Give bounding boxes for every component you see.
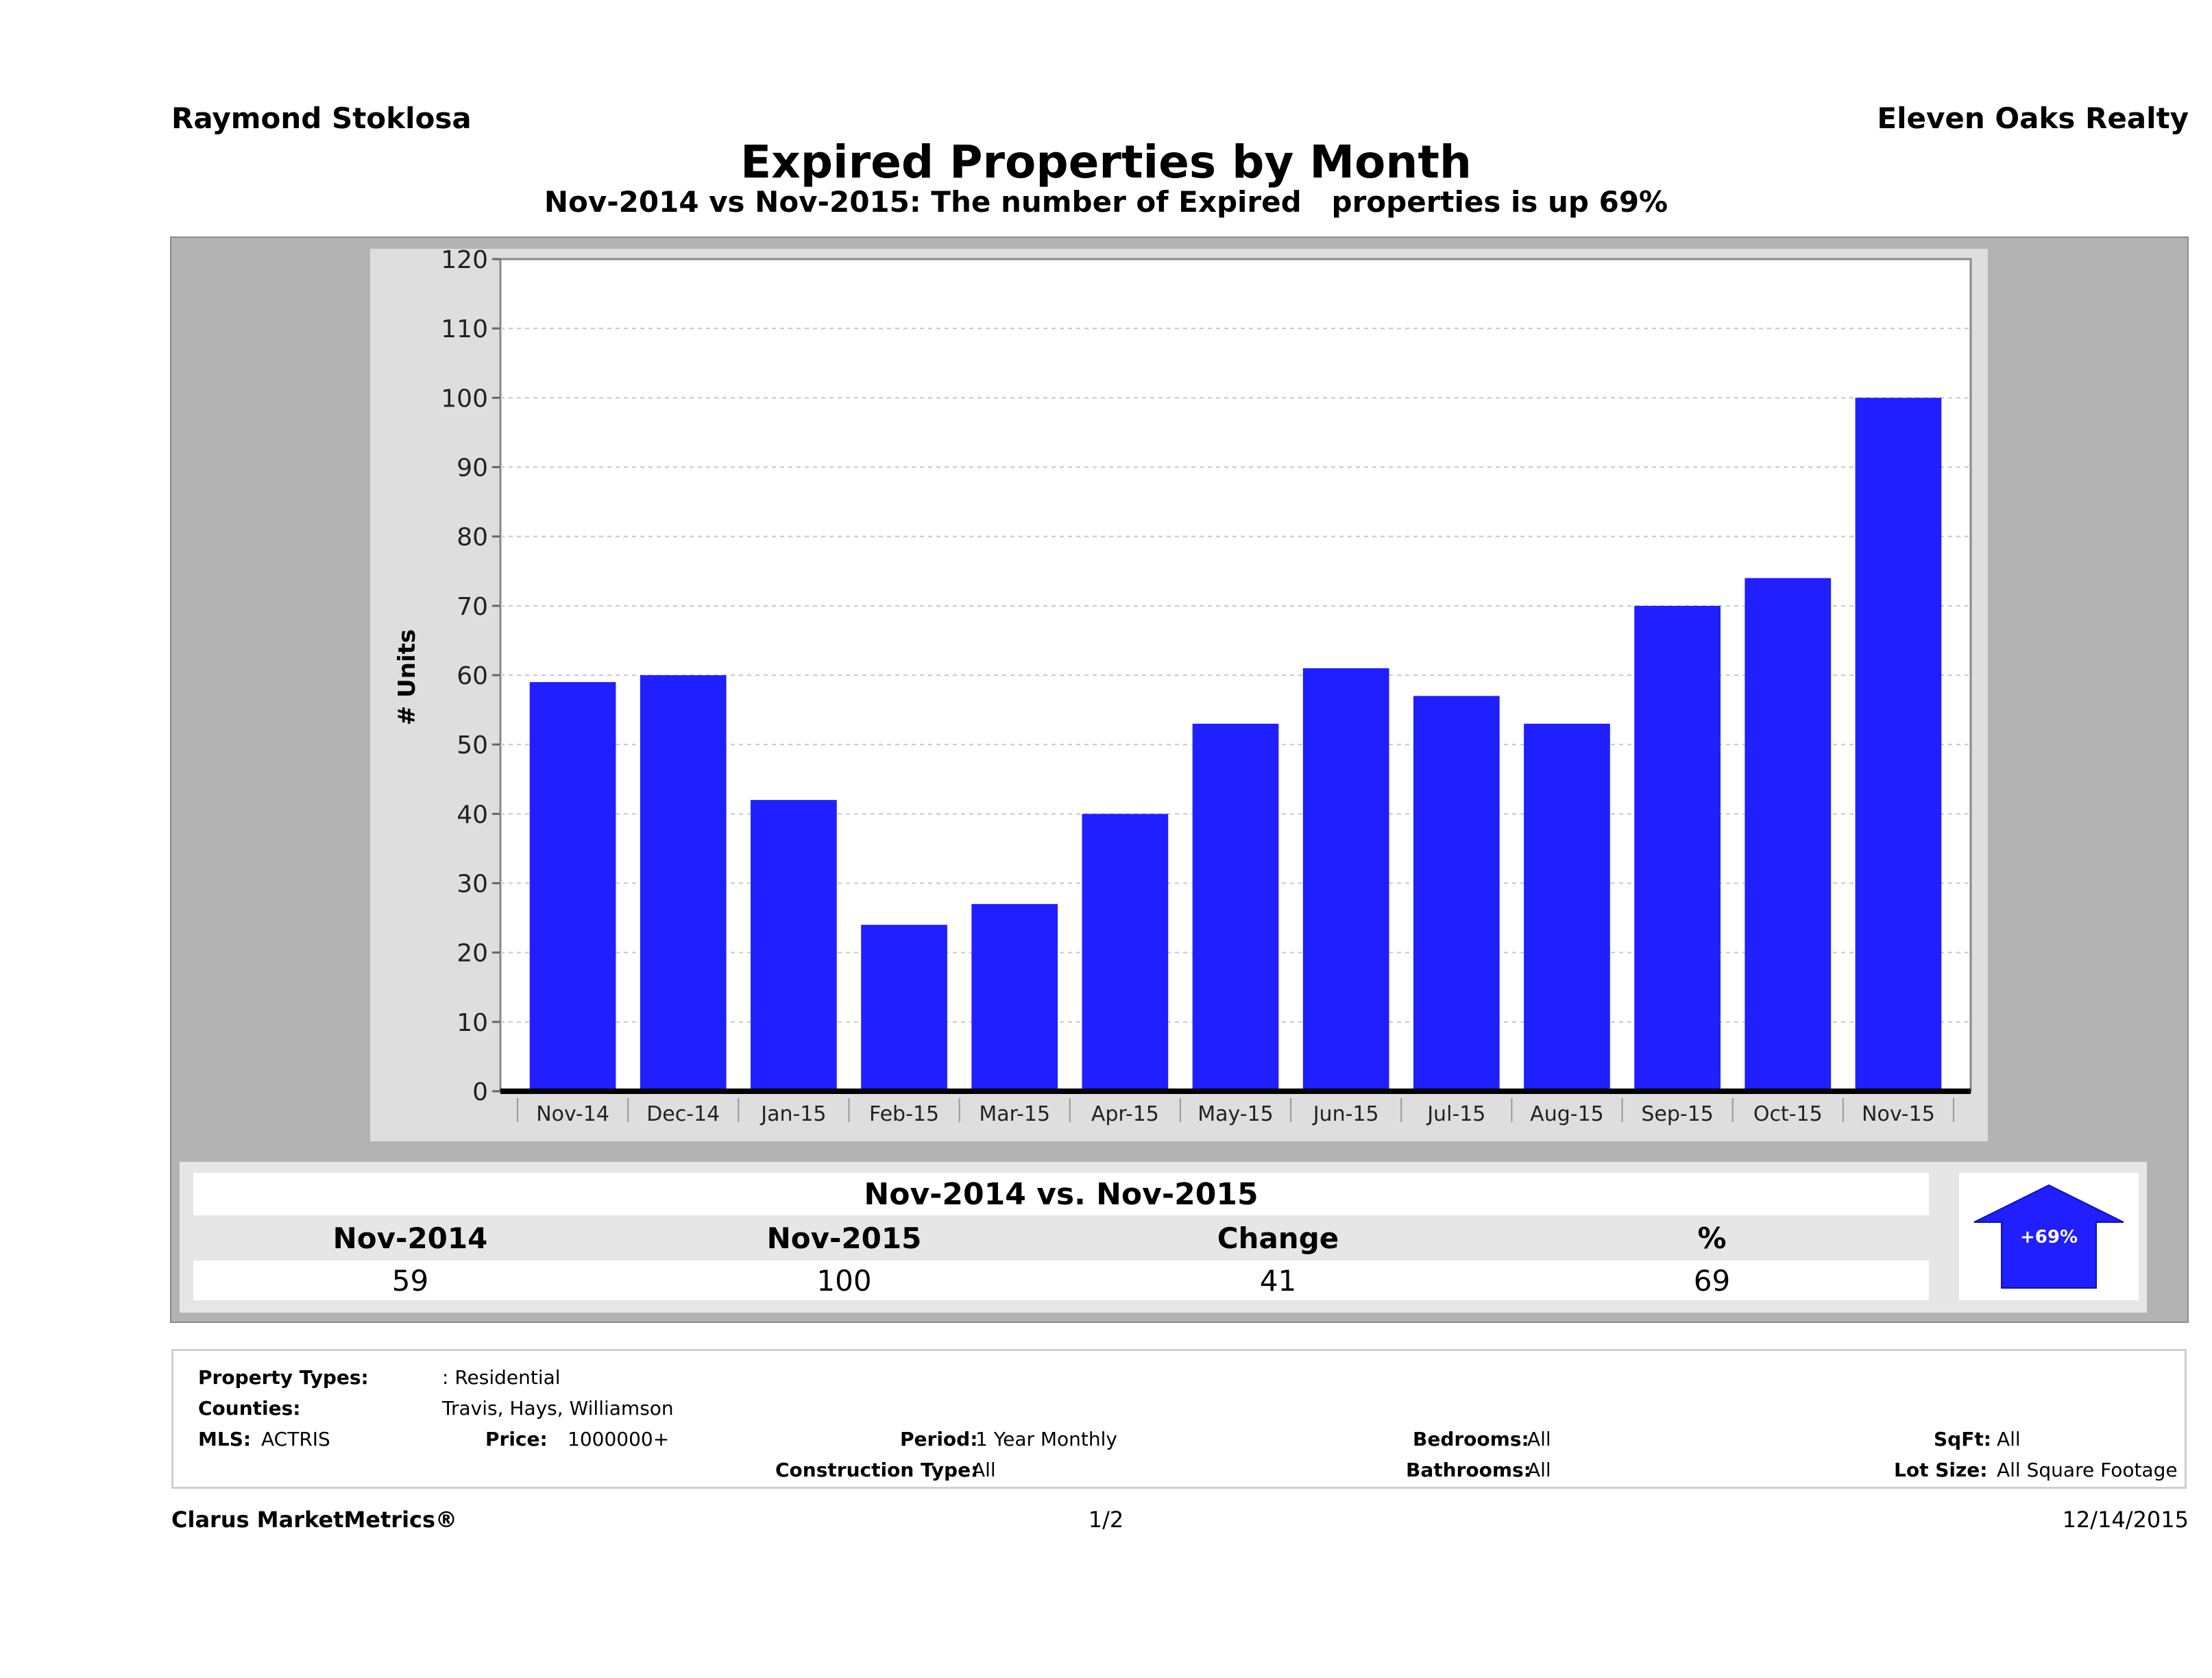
x-tick-label: Jul-15 — [1426, 1102, 1485, 1126]
lot-size-value: All Square Footage — [1997, 1459, 2178, 1481]
bar — [1855, 398, 1942, 1091]
bedrooms-label: Bedrooms: — [1413, 1428, 1529, 1450]
criteria-panel: Property Types: : Residential Counties: … — [171, 1349, 2187, 1489]
counties-label: Counties: — [198, 1397, 301, 1420]
x-tick-label: Apr-15 — [1091, 1102, 1159, 1126]
y-axis-ticks: 0 10 20 30 40 50 60 70 80 90 100 110 120 — [441, 249, 500, 1106]
x-tick-label: Mar-15 — [979, 1102, 1050, 1126]
bar — [529, 682, 616, 1091]
change-badge: +69% — [2020, 1227, 2078, 1248]
x-tick-label: Nov-15 — [1862, 1102, 1935, 1126]
summary-value-cell: 69 — [1693, 1263, 1731, 1298]
x-tick-label: May-15 — [1198, 1102, 1274, 1126]
agent-name: Raymond Stoklosa — [171, 101, 472, 135]
change-indicator: +69% — [1959, 1173, 2139, 1300]
y-tick-label: 80 — [457, 524, 488, 552]
chart-title: Expired Properties by Month — [740, 136, 1472, 189]
y-tick-label: 50 — [457, 731, 488, 759]
period-value: 1 Year Monthly — [975, 1428, 1118, 1450]
y-tick-label: 70 — [457, 593, 488, 621]
bar — [1634, 605, 1721, 1091]
x-tick-label: Jan-15 — [759, 1102, 826, 1126]
comparison-summary: Nov-2014 vs. Nov-2015 Nov-2014 Nov-2015 … — [180, 1162, 2147, 1313]
x-tick-label: Aug-15 — [1530, 1102, 1604, 1126]
x-tick-label: Oct-15 — [1753, 1102, 1823, 1126]
mls-value: ACTRIS — [261, 1428, 330, 1450]
bar — [1413, 696, 1500, 1091]
bar — [640, 675, 727, 1091]
summary-header-row: Nov-2014 Nov-2015 Change % — [193, 1217, 1929, 1259]
y-tick-label: 40 — [457, 801, 488, 829]
bar — [1302, 668, 1389, 1091]
mls-label: MLS: — [198, 1428, 252, 1450]
x-axis-ticks: Nov-14 Dec-14 Jan-15 Feb-15 Mar-15 Apr-15 May-… — [517, 1098, 1954, 1126]
price-label: Price: — [485, 1428, 548, 1450]
y-tick-label: 100 — [441, 385, 488, 413]
y-tick-label: 110 — [441, 315, 488, 343]
bedrooms-value: All — [1527, 1428, 1551, 1450]
x-tick-label: Dec-14 — [646, 1102, 720, 1126]
bathrooms-value: All — [1527, 1459, 1551, 1481]
y-axis-label: # Units — [393, 629, 421, 725]
report-date: 12/14/2015 — [2062, 1507, 2189, 1533]
up-arrow-icon — [1973, 1184, 2124, 1289]
summary-header-cell: % — [1697, 1221, 1727, 1255]
bar — [971, 903, 1058, 1091]
company-name: Eleven Oaks Realty — [1877, 101, 2189, 135]
bars — [529, 398, 1942, 1091]
x-tick-label: Feb-15 — [869, 1102, 939, 1126]
bar — [861, 925, 947, 1091]
summary-values-row: 59 100 41 69 — [193, 1261, 1929, 1300]
chart-subtitle: Nov-2014 vs Nov-2015: The number of Expi… — [544, 185, 1668, 219]
summary-header-cell: Change — [1217, 1221, 1339, 1255]
bar — [1192, 723, 1279, 1091]
summary-value-cell: 41 — [1259, 1263, 1297, 1298]
summary-value-cell: 100 — [816, 1263, 872, 1298]
y-tick-label: 90 — [457, 454, 488, 483]
counties-value: Travis, Hays, Williamson — [442, 1397, 674, 1420]
bar — [1082, 814, 1169, 1091]
construction-type-label: Construction Type: — [775, 1459, 979, 1481]
y-tick-label: 10 — [457, 1009, 488, 1037]
property-types-value: : Residential — [442, 1366, 561, 1389]
property-types-label: Property Types: — [198, 1366, 369, 1389]
sqft-value: All — [1997, 1428, 2021, 1450]
summary-value-cell: 59 — [391, 1263, 429, 1298]
period-label: Period: — [900, 1428, 978, 1450]
y-tick-label: 120 — [441, 249, 488, 274]
y-tick-label: 0 — [472, 1078, 488, 1106]
sqft-label: SqFt: — [1934, 1428, 1991, 1450]
y-tick-label: 20 — [457, 940, 488, 968]
bar — [1524, 723, 1610, 1091]
lot-size-label: Lot Size: — [1894, 1459, 1988, 1481]
x-tick-label: Sep-15 — [1641, 1102, 1714, 1126]
summary-header-cell: Nov-2015 — [766, 1221, 922, 1255]
bathrooms-label: Bathrooms: — [1406, 1459, 1531, 1481]
summary-title: Nov-2014 vs. Nov-2015 — [193, 1173, 1929, 1215]
price-value: 1000000+ — [568, 1428, 670, 1450]
bar — [751, 800, 837, 1091]
construction-type-value: All — [972, 1459, 996, 1481]
y-tick-label: 30 — [457, 871, 488, 899]
bar-chart: 0 10 20 30 40 50 60 70 80 90 100 110 120 Nov-14 Dec-1… — [393, 249, 1972, 1126]
x-tick-label: Jun-15 — [1312, 1102, 1379, 1126]
page-number: 1/2 — [1088, 1507, 1124, 1533]
footer-brand: Clarus MarketMetrics® — [171, 1507, 458, 1533]
summary-header-cell: Nov-2014 — [332, 1221, 488, 1255]
bar — [1745, 578, 1832, 1091]
y-tick-label: 60 — [457, 662, 488, 690]
x-tick-label: Nov-14 — [536, 1102, 609, 1126]
